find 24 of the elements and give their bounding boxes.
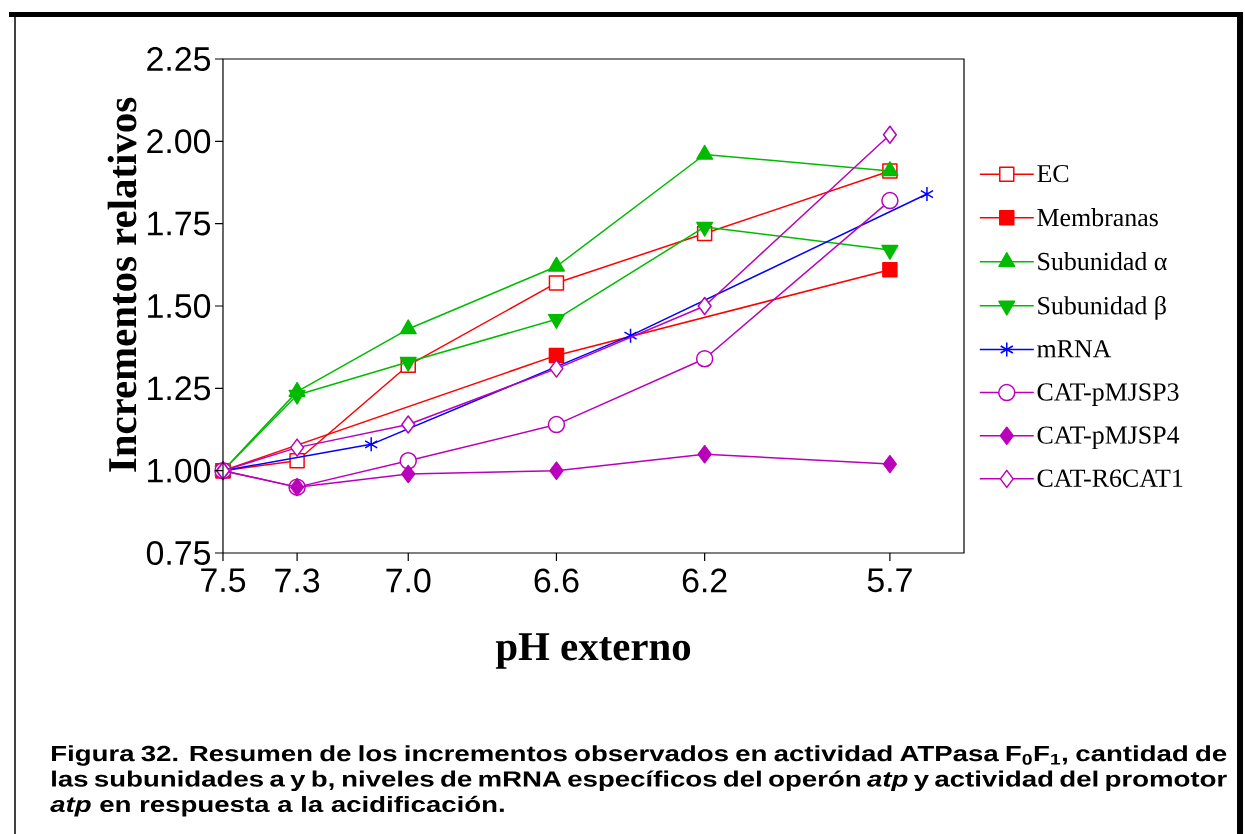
y-tick-label: 0.75 [146, 541, 211, 565]
text: Figura 32. Resumen de los incrementos observados en actividad ATPasa F$_{0}$F$_{1}$, cantidad de las subunidades a y b, niveles de mRNA específicos del operón atp y actividad del promotor atp en respuesta a la acidificación. [50, 745, 1227, 817]
y-tick-label: 2.00 [147, 129, 211, 154]
x-tick-label: 7.3 [275, 568, 320, 593]
y-tick-label: 1.25 [148, 376, 211, 401]
legend-label: CAT-R6CAT1 [1037, 469, 1183, 487]
x-tick-label: 6.6 [534, 568, 579, 593]
legend-label: mRNA [1037, 340, 1112, 358]
x-tick-label: 7.0 [386, 568, 431, 593]
x-axis-title: pH externo [495, 633, 691, 669]
x-tick-label: 5.7 [867, 568, 912, 593]
y-tick-label: 1.75 [148, 211, 211, 236]
legend-label: Subunidad α [1038, 252, 1167, 271]
legend-label: CAT-pMJSP4 [1037, 426, 1180, 450]
legend-label: CAT-pMJSP3 [1037, 383, 1179, 406]
y-tick-label: 2.25 [147, 47, 211, 71]
x-tick-label: 7.5 [201, 568, 246, 593]
y-tick-label: 1.50 [148, 294, 211, 318]
legend-label: Subunidad β [1038, 295, 1166, 320]
x-tick-label: 6.2 [682, 568, 727, 593]
legend-label: EC [1037, 164, 1069, 183]
legend-label: Membranas [1037, 208, 1158, 227]
y-tick-label: 1.00 [148, 458, 211, 483]
y-axis-title: Incrementos relativos [107, 97, 137, 472]
